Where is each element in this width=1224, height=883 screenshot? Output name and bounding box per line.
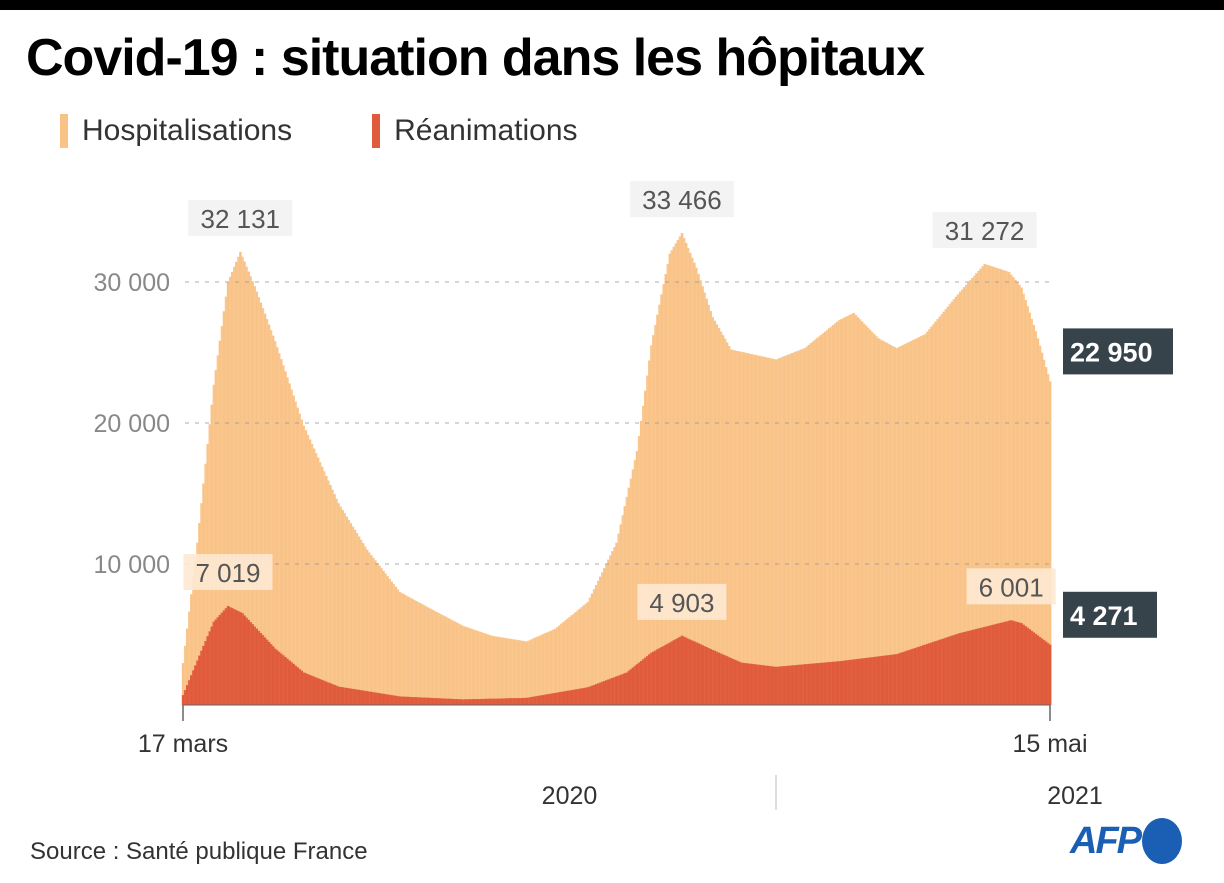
x-tick-label: 15 mai [1012,730,1087,758]
bar-rea [1048,644,1052,706]
source-note: Source : Santé publique France [30,838,368,865]
legend-swatch-hosp [60,114,68,148]
peak-label-box [183,554,273,591]
y-tick-label: 20 000 [94,410,170,438]
peak-label: 7 019 [195,558,260,588]
legend-label: Hospitalisations [82,114,293,147]
afp-logo: AFP [1070,818,1182,864]
legend-label: Réanimations [394,114,578,147]
year-label: 2021 [1047,782,1103,810]
peak-label-box [966,568,1056,605]
legend-item-reanimations: Réanimations [372,114,578,148]
last-value-label: 4 271 [1070,601,1138,631]
peak-label: 4 903 [649,588,714,618]
last-value-label: 22 950 [1070,337,1153,367]
afp-logo-text: AFP [1070,819,1142,862]
legend-item-hospitalisations: Hospitalisations [60,114,292,148]
peak-label: 32 131 [200,204,280,234]
last-value-box [1063,591,1157,638]
peak-label-box [932,212,1037,249]
peak-label-box [188,199,293,236]
y-tick-label: 30 000 [94,269,170,297]
y-tick-label: 10 000 [94,551,170,579]
x-tick-label: 17 mars [138,730,228,758]
peak-label: 6 001 [979,572,1044,602]
last-value-box [1063,328,1173,375]
chart-title: Covid-19 : situation dans les hôpitaux [26,29,925,87]
peak-label: 33 466 [642,185,722,215]
legend-swatch-rea [372,114,381,148]
top-rule [0,0,1224,10]
afp-logo-dot [1142,818,1182,864]
peak-label-box [629,181,734,218]
year-label: 2020 [542,782,598,810]
peak-label-box [637,583,727,620]
peak-label: 31 272 [945,216,1025,246]
legend: Hospitalisations Réanimations [60,114,578,148]
